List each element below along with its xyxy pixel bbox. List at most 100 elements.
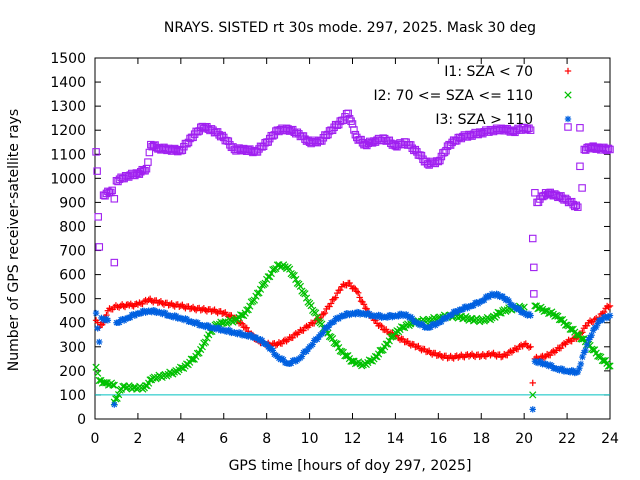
- data-point: [312, 309, 320, 317]
- data-point: [349, 309, 356, 317]
- legend-label: I1: SZA < 70: [444, 64, 533, 80]
- data-point: [602, 305, 609, 312]
- data-point: [435, 352, 442, 359]
- data-point: [273, 126, 282, 134]
- data-point: [504, 351, 511, 359]
- data-point: [362, 305, 369, 312]
- data-point: [263, 275, 271, 284]
- data-point: [355, 289, 362, 297]
- data-point: [589, 318, 597, 326]
- data-point: [327, 300, 335, 307]
- data-point: [478, 352, 485, 360]
- data-point: [488, 350, 496, 358]
- data-point: [166, 145, 174, 154]
- legend: I1: SZA < 70 I2: 70 <= SZA <= 110 I3: SZA …: [373, 64, 572, 131]
- data-point: [341, 352, 349, 360]
- data-point: [488, 314, 496, 322]
- data-point: [498, 125, 507, 133]
- data-point: [531, 189, 539, 197]
- data-point: [241, 309, 249, 317]
- data-point: [578, 184, 586, 192]
- data-point: [360, 309, 367, 317]
- data-point: [191, 305, 198, 313]
- legend-marker: [564, 123, 572, 131]
- y-tick-label: 1100: [50, 147, 86, 163]
- data-point: [456, 306, 463, 313]
- data-point: [338, 116, 346, 125]
- data-point: [145, 307, 152, 314]
- data-point: [326, 303, 333, 310]
- data-point: [407, 342, 414, 349]
- data-point: [445, 354, 453, 361]
- data-point: [290, 271, 298, 280]
- x-tick-label: 22: [558, 431, 576, 447]
- data-point: [353, 133, 361, 142]
- data-point: [606, 302, 614, 310]
- data-point: [497, 353, 505, 361]
- data-point: [292, 275, 300, 284]
- data-point: [170, 368, 179, 376]
- data-point: [149, 374, 157, 382]
- data-point: [252, 333, 260, 341]
- data-point: [488, 126, 496, 134]
- data-point: [333, 289, 341, 297]
- data-point: [370, 312, 378, 319]
- data-point: [295, 355, 303, 363]
- data-point: [445, 312, 453, 319]
- x-tick-label: 16: [429, 431, 447, 447]
- x-tick-label: 10: [301, 431, 319, 447]
- data-point: [199, 306, 206, 313]
- data-point: [205, 331, 213, 339]
- data-point: [361, 140, 370, 149]
- data-point: [585, 319, 592, 326]
- x-axis-label: GPS time [hours of doy 297, 2025]: [229, 458, 472, 474]
- data-point: [606, 312, 614, 319]
- data-point: [316, 319, 324, 327]
- y-tick-label: 700: [59, 244, 86, 260]
- data-point: [156, 299, 163, 306]
- data-point: [350, 284, 358, 292]
- data-point: [583, 341, 591, 348]
- data-point: [553, 347, 560, 354]
- data-point: [327, 126, 335, 134]
- data-point: [563, 196, 571, 204]
- data-point: [263, 341, 270, 348]
- data-point: [302, 294, 311, 302]
- data-point: [456, 313, 464, 321]
- axis-ticks: 0 2 4 6 8 10 12 14 16 18 20 22 240100200300400500600…: [50, 51, 619, 447]
- legend-marker: [564, 115, 572, 123]
- data-point: [102, 379, 110, 387]
- data-point: [110, 195, 119, 203]
- data-point: [306, 321, 313, 329]
- data-point: [357, 298, 365, 305]
- x-tick-label: 2: [133, 431, 142, 447]
- data-point: [114, 390, 123, 399]
- data-point: [520, 341, 528, 348]
- data-point: [399, 323, 407, 331]
- data-point: [370, 355, 378, 363]
- data-point: [134, 169, 142, 178]
- data-point: [531, 358, 539, 365]
- data-point: [274, 341, 281, 348]
- data-point: [520, 309, 528, 317]
- data-point: [252, 292, 260, 300]
- data-point: [230, 145, 239, 154]
- data-point: [92, 309, 100, 317]
- data-point: [530, 290, 538, 298]
- data-point: [273, 261, 282, 269]
- data-point: [381, 343, 389, 351]
- data-point: [424, 348, 431, 355]
- data-point: [338, 283, 345, 290]
- data-point: [292, 330, 299, 337]
- data-point: [187, 133, 196, 142]
- data-point: [566, 325, 574, 333]
- data-point: [188, 318, 195, 325]
- data-point: [552, 191, 561, 199]
- data-point: [123, 314, 131, 322]
- data-point: [525, 124, 533, 132]
- data-point: [209, 324, 217, 331]
- data-point: [391, 142, 400, 150]
- data-point: [488, 290, 496, 298]
- data-point: [198, 343, 206, 351]
- x-tick-label: 8: [262, 431, 271, 447]
